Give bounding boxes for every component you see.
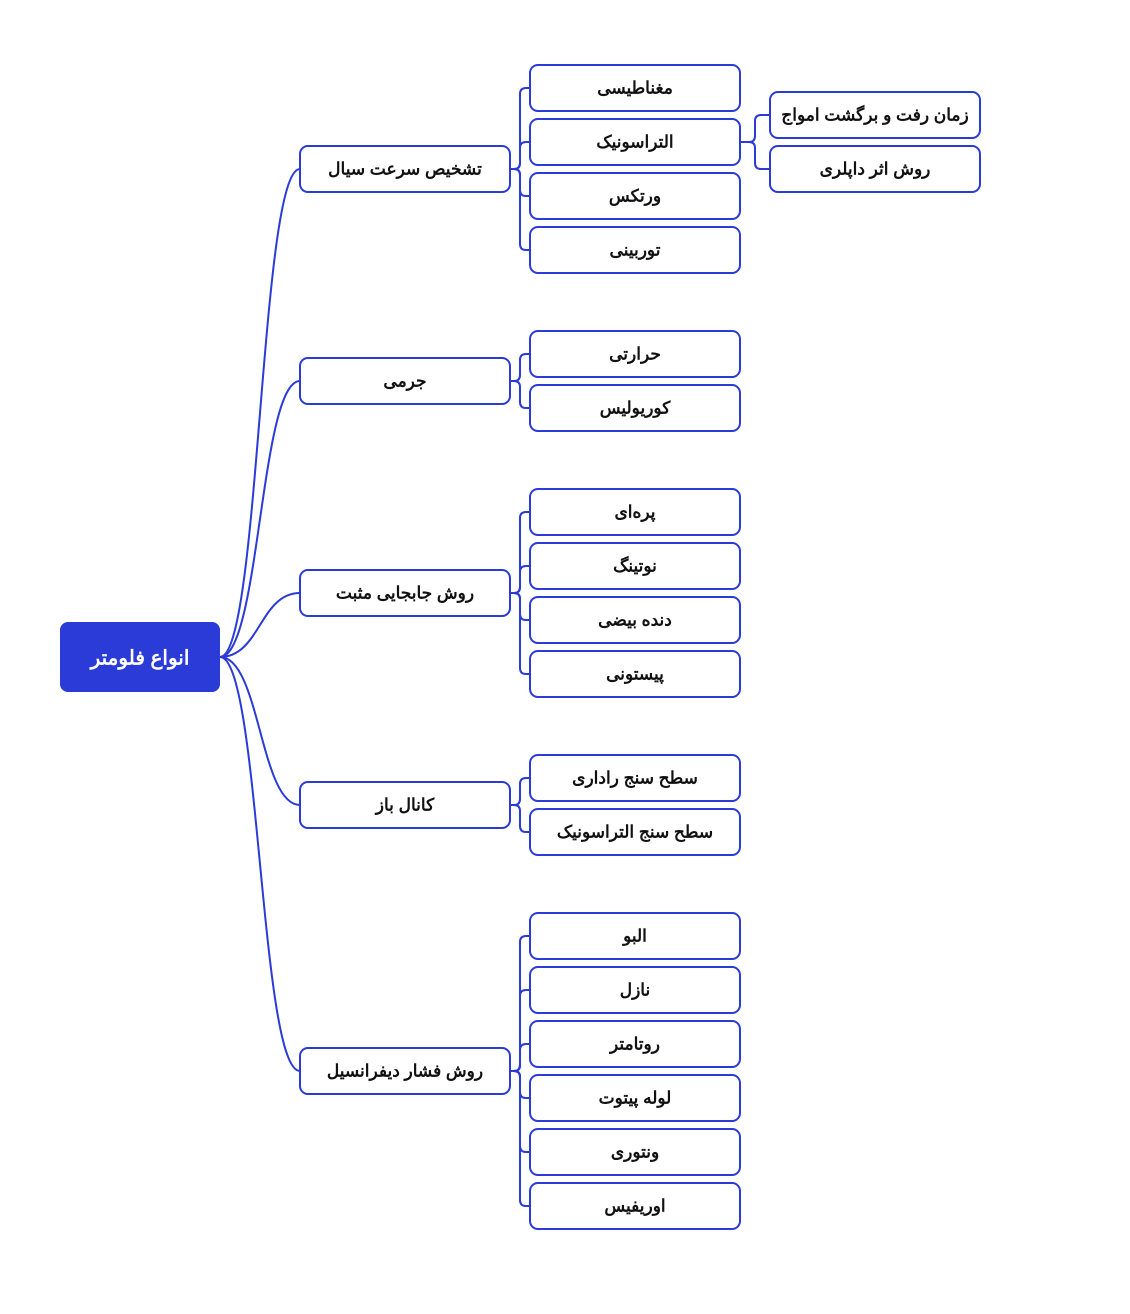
leaf4-label-doppler: روش اثر داپلری bbox=[820, 159, 931, 179]
leaf-label-vane: پره‌ای bbox=[614, 502, 655, 522]
leaf-label-pitot: لوله پیتوت bbox=[599, 1088, 672, 1108]
leaf-label-ultrasonic: التراسونیک bbox=[596, 132, 673, 152]
category-label-mass: جرمی bbox=[383, 371, 426, 391]
leaf-label-elbow: البو bbox=[621, 926, 647, 946]
edge-openchannel-uslevel bbox=[510, 805, 530, 832]
edge-mass-coriolis bbox=[510, 381, 530, 408]
edge-openchannel-radar bbox=[510, 778, 530, 805]
leaf-label-orifice: اوریفیس bbox=[604, 1196, 665, 1216]
leaf-label-nutating: نوتینگ bbox=[613, 555, 657, 576]
leaf-label-nozzle: نازل bbox=[620, 980, 650, 1000]
leaf-label-venturi: ونتوری bbox=[611, 1142, 659, 1162]
category-label-dp: روش فشار دیفرانسیل bbox=[327, 1061, 483, 1081]
edge-mass-thermal bbox=[510, 354, 530, 381]
edge-dp-rotameter bbox=[510, 1044, 530, 1071]
flowmeter-tree-diagram: انواع فلومتر مغناطیسی التراسونیک زمان رفت و… bbox=[0, 0, 1130, 1314]
leaf-label-piston: پیستونی bbox=[606, 664, 664, 684]
edge-ultrasonic-tof bbox=[740, 115, 770, 142]
leaf-label-ovalgear: دنده بیضی bbox=[598, 610, 672, 629]
edge-root-dp bbox=[220, 657, 300, 1071]
leaf-label-radar: سطح سنج راداری bbox=[572, 768, 698, 788]
leaf-label-vortex: ورتکس bbox=[609, 186, 661, 206]
root-label: انواع فلومتر bbox=[89, 647, 190, 670]
leaf-label-turbine: توربینی bbox=[610, 240, 661, 260]
edge-pd-nutating bbox=[510, 566, 530, 593]
category-label-pd: روش جابجایی مثبت bbox=[336, 583, 474, 603]
edge-velocity-turbine bbox=[510, 169, 530, 250]
category-label-velocity: تشخیص سرعت سیال bbox=[328, 159, 482, 179]
edge-root-openchannel bbox=[220, 657, 300, 805]
leaf-label-magnetic: مغناطیسی bbox=[597, 78, 673, 97]
edge-velocity-ultrasonic bbox=[510, 142, 530, 169]
edge-dp-orifice bbox=[510, 1071, 530, 1206]
edge-root-velocity bbox=[220, 169, 300, 657]
leaf-label-rotameter: روتامتر bbox=[608, 1034, 660, 1054]
leaf-label-coriolis: کوریولیس bbox=[600, 398, 671, 418]
leaf-label-uslevel: سطح سنج التراسونیک bbox=[557, 822, 713, 842]
category-label-openchannel: کانال باز bbox=[374, 795, 435, 815]
edge-ultrasonic-doppler bbox=[740, 142, 770, 169]
leaf-label-thermal: حرارتی bbox=[609, 344, 661, 364]
leaf4-label-tof: زمان رفت و برگشت امواج bbox=[781, 104, 968, 125]
edge-pd-piston bbox=[510, 593, 530, 674]
